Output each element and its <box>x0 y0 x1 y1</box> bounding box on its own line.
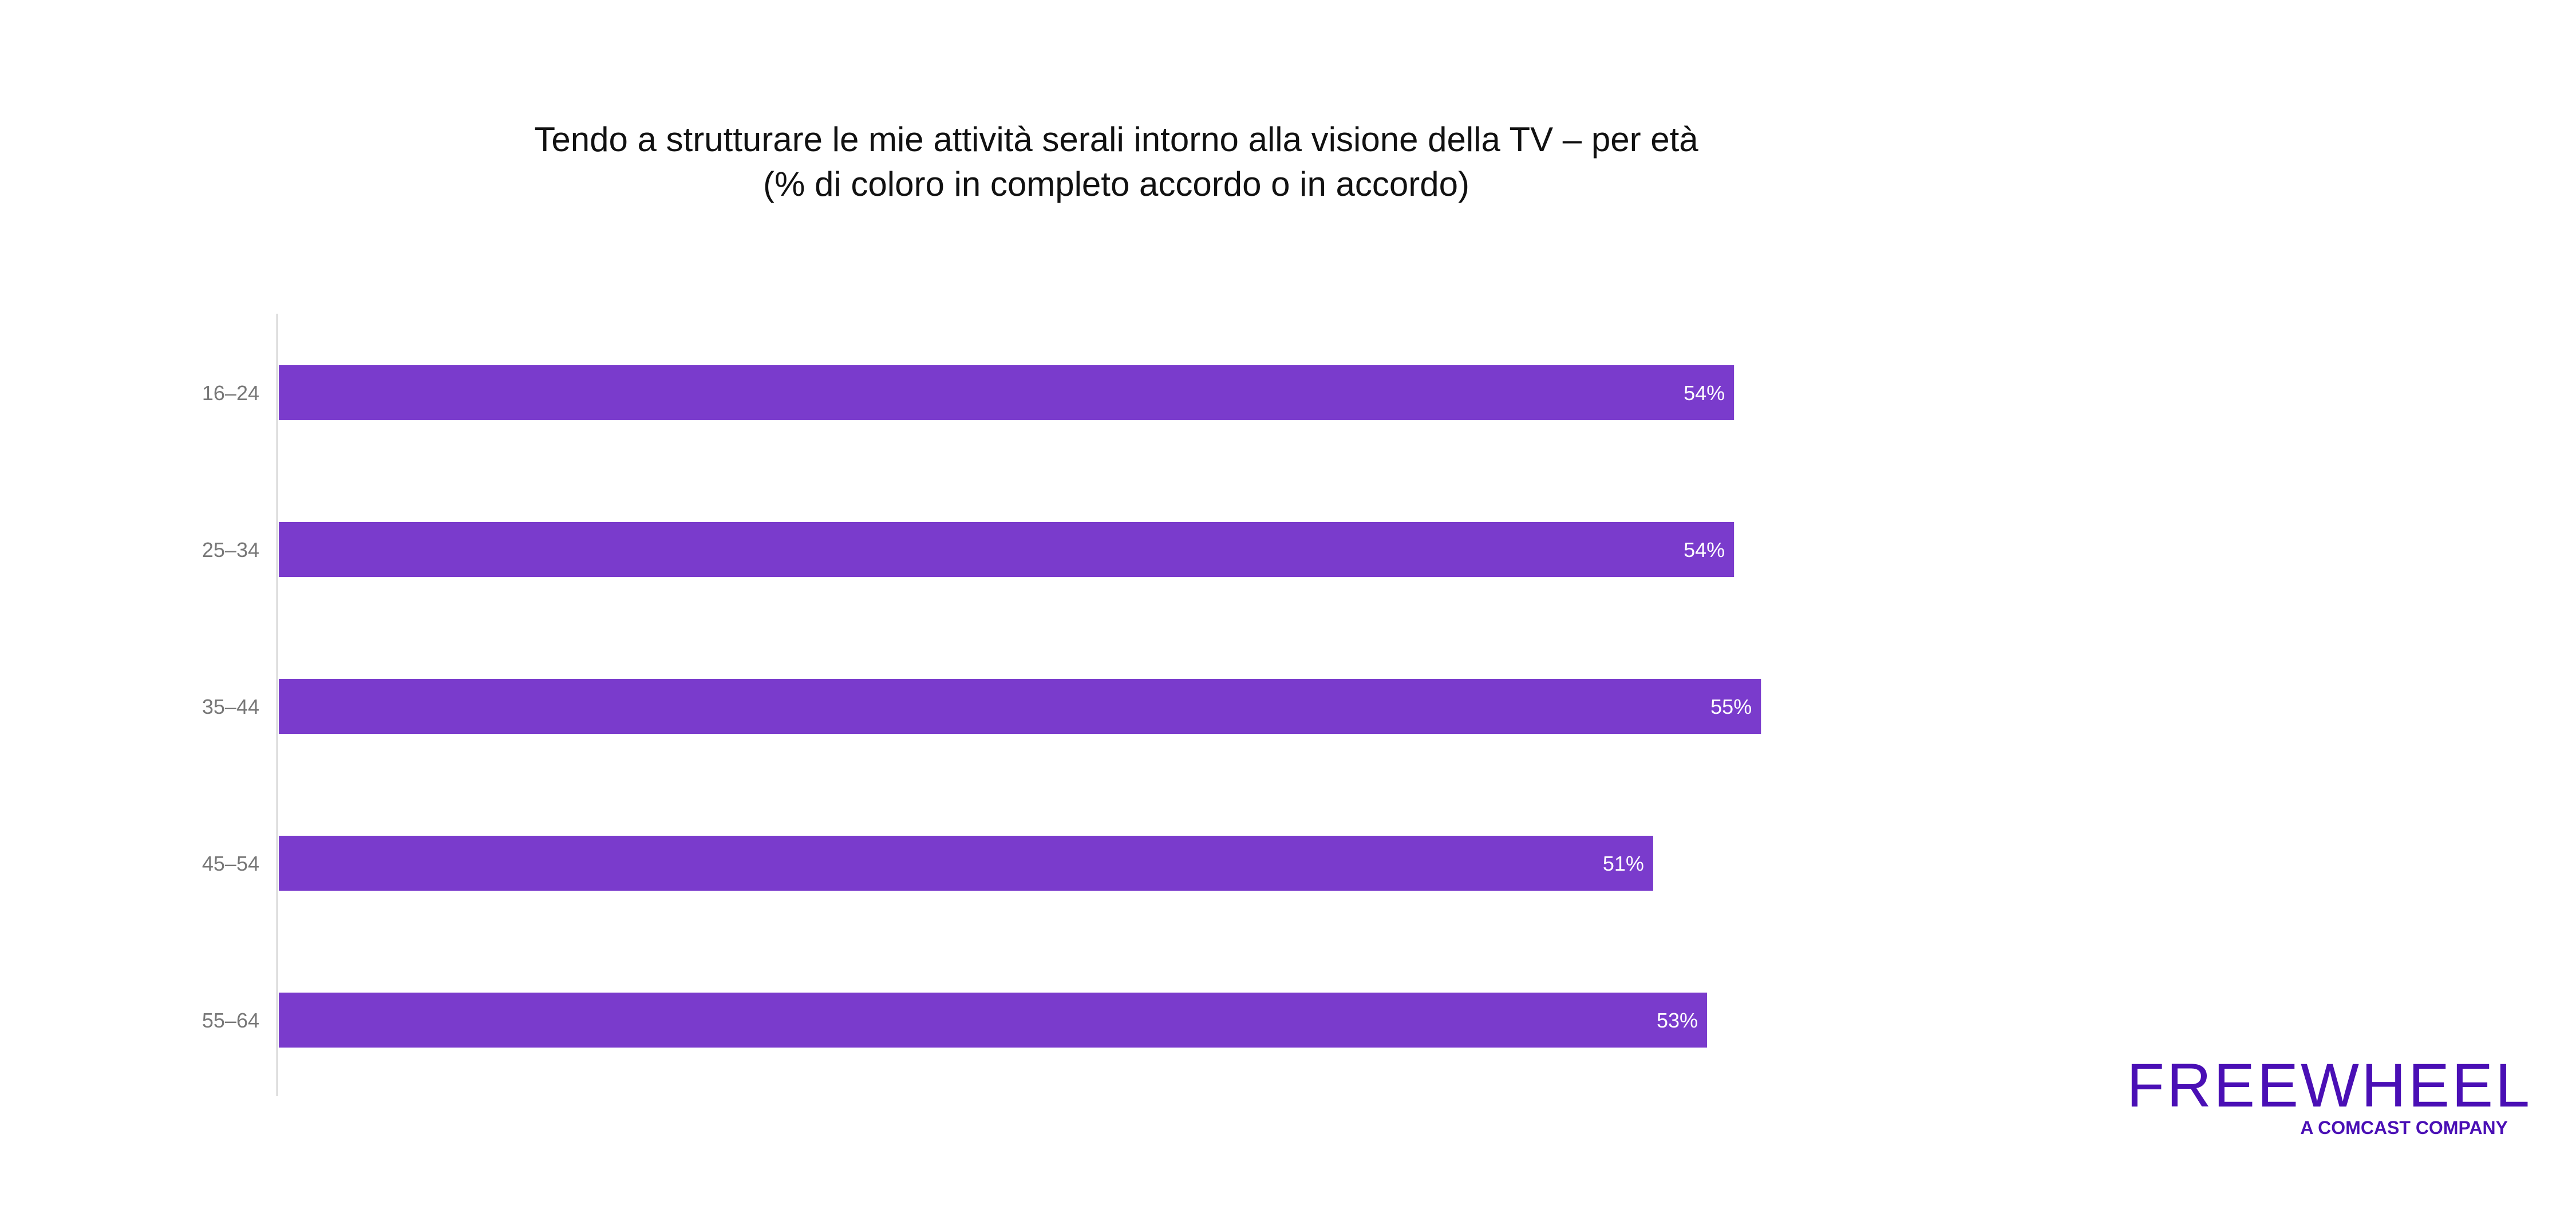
bar <box>279 993 1708 1048</box>
bar <box>279 836 1653 891</box>
freewheel-logo: FREEWHEEL A COMCAST COMPANY <box>2127 1050 2532 1145</box>
data-label: 54% <box>1684 381 1725 405</box>
chart-title-text: Tendo a strutturare le mie attività sera… <box>534 120 1698 159</box>
category-label: 45–54 <box>202 852 259 875</box>
bars-layer: 16–24 54% 25–34 54% 35–44 55% 45–54 51% 55–64 53% <box>202 365 1761 1048</box>
category-label: 35–44 <box>202 695 259 718</box>
logo-wordmark: FREEWHEEL <box>2127 1050 2532 1120</box>
data-label: 55% <box>1710 695 1752 718</box>
category-label: 25–34 <box>202 538 259 562</box>
chart-subtitle: (% di coloro in completo accordo o in ac… <box>763 165 1469 203</box>
data-label: 54% <box>1684 538 1725 562</box>
bar <box>279 679 1761 734</box>
logo-tagline: A COMCAST COMPANY <box>2300 1117 2508 1138</box>
chart-title: Tendo a strutturare le mie attività sera… <box>401 117 1832 207</box>
bar <box>279 365 1735 420</box>
data-label: 51% <box>1603 852 1644 875</box>
category-label: 16–24 <box>202 381 259 405</box>
data-label: 53% <box>1657 1009 1698 1032</box>
bar <box>279 522 1735 577</box>
category-label: 55–64 <box>202 1009 259 1032</box>
